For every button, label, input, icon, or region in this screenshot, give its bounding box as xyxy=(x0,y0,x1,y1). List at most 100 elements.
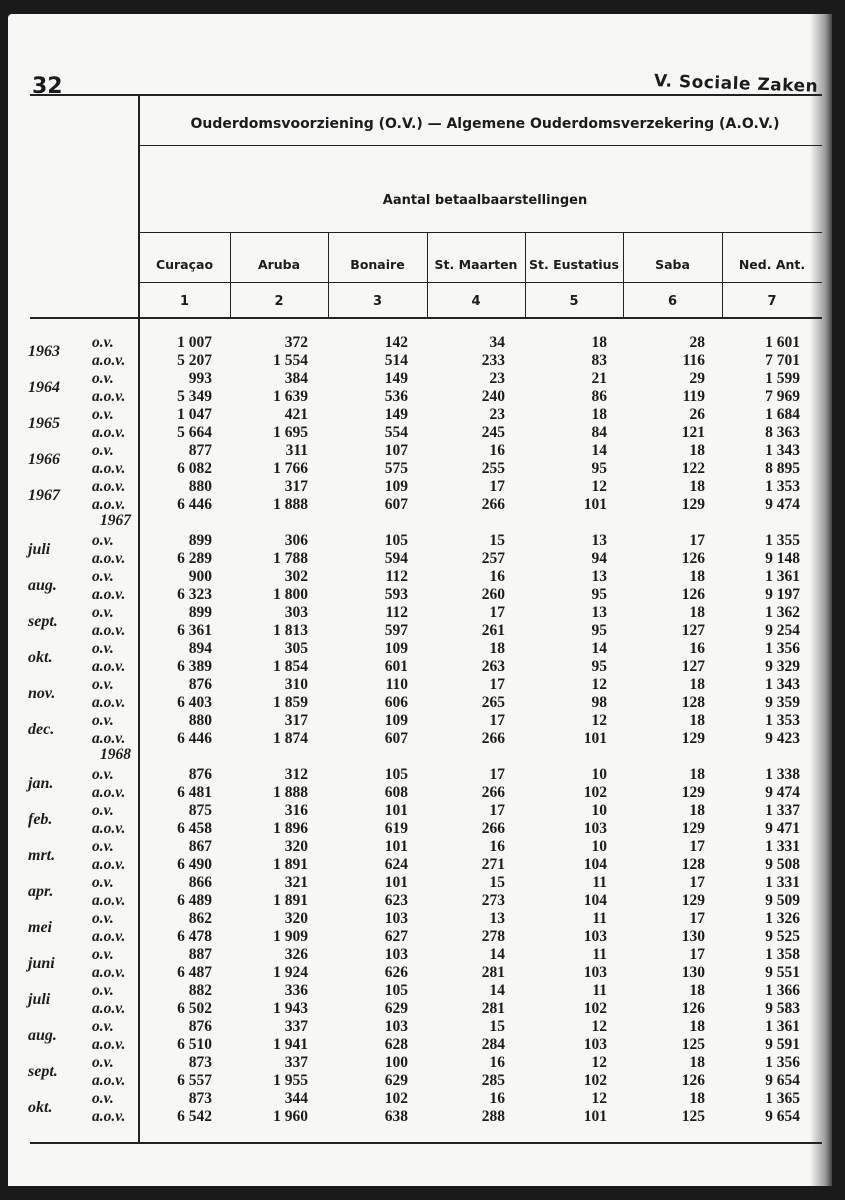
cell-value: 23 xyxy=(489,406,506,423)
cell-value: 18 xyxy=(689,712,706,729)
cell-value: 240 xyxy=(481,388,505,405)
cell-value: 10 xyxy=(591,802,608,819)
period-label: dec. xyxy=(28,721,55,738)
cell-value: 16 xyxy=(489,1054,506,1071)
cell-value: 336 xyxy=(284,982,308,999)
cell-value: 1 924 xyxy=(273,964,308,981)
cell-value: 623 xyxy=(384,892,408,909)
benefit-type: o.v. xyxy=(92,946,114,963)
cell-value: 1 888 xyxy=(273,496,308,513)
cell-value: 18 xyxy=(591,334,608,351)
cell-value: 1 554 xyxy=(273,352,308,369)
cell-value: 6 502 xyxy=(177,1000,212,1017)
cell-value: 894 xyxy=(188,640,212,657)
cell-value: 271 xyxy=(481,856,505,873)
cell-value: 278 xyxy=(481,928,505,945)
cell-value: 606 xyxy=(384,694,408,711)
cell-value: 127 xyxy=(681,622,705,639)
cell-value: 233 xyxy=(481,352,505,369)
column-divider xyxy=(722,232,723,317)
cell-value: 1 599 xyxy=(765,370,800,387)
cell-value: 6 490 xyxy=(177,856,212,873)
cell-value: 882 xyxy=(188,982,212,999)
cell-value: 384 xyxy=(284,370,308,387)
period-label: okt. xyxy=(28,1099,53,1116)
cell-value: 257 xyxy=(481,550,505,567)
period-label: apr. xyxy=(28,883,54,900)
column-divider xyxy=(623,232,624,317)
cell-value: 23 xyxy=(489,370,506,387)
cell-value: 1 007 xyxy=(177,334,212,351)
cell-value: 372 xyxy=(284,334,308,351)
cell-value: 21 xyxy=(591,370,608,387)
cell-value: 1 909 xyxy=(273,928,308,945)
cell-value: 149 xyxy=(384,406,408,423)
table-row: o.v. 1 047 421 149 23 18 26 1 684 xyxy=(8,406,832,424)
column-header: Ned. Ant. xyxy=(738,257,806,273)
table-row: o.v. 880 317 109 17 12 18 1 353 xyxy=(8,712,832,730)
cell-value: 15 xyxy=(489,874,506,891)
cell-value: 317 xyxy=(284,712,308,729)
benefit-type: a.o.v. xyxy=(92,730,126,747)
cell-value: 1 343 xyxy=(765,676,800,693)
cell-value: 1 601 xyxy=(765,334,800,351)
benefit-type: a.o.v. xyxy=(92,424,126,441)
year-heading: 1968 xyxy=(100,746,131,763)
cell-value: 17 xyxy=(689,874,706,891)
cell-value: 1 337 xyxy=(765,802,800,819)
column-number: 4 xyxy=(471,294,481,309)
cell-value: 245 xyxy=(481,424,505,441)
cell-value: 7 701 xyxy=(765,352,800,369)
benefit-type: o.v. xyxy=(92,334,114,351)
cell-value: 899 xyxy=(188,532,212,549)
cell-value: 18 xyxy=(689,982,706,999)
cell-value: 6 481 xyxy=(177,784,212,801)
cell-value: 1 353 xyxy=(765,712,800,729)
cell-value: 9 471 xyxy=(765,820,800,837)
cell-value: 305 xyxy=(284,640,308,657)
period-label: okt. xyxy=(28,649,53,666)
cell-value: 900 xyxy=(188,568,212,585)
benefit-type: a.o.v. xyxy=(92,658,126,675)
cell-value: 98 xyxy=(591,694,608,711)
cell-value: 34 xyxy=(489,334,506,351)
table-row: o.v. 876 312 105 17 10 18 1 338 xyxy=(8,766,832,784)
cell-value: 5 207 xyxy=(177,352,212,369)
benefit-type: a.o.v. xyxy=(92,1072,126,1089)
cell-value: 1 362 xyxy=(765,604,800,621)
cell-value: 536 xyxy=(384,388,408,405)
cell-value: 6 389 xyxy=(177,658,212,675)
cell-value: 18 xyxy=(689,766,706,783)
cell-value: 597 xyxy=(384,622,408,639)
cell-value: 16 xyxy=(489,568,506,585)
cell-value: 116 xyxy=(682,352,705,369)
cell-value: 1 766 xyxy=(273,460,308,477)
cell-value: 18 xyxy=(489,640,506,657)
benefit-type: o.v. xyxy=(92,874,114,891)
cell-value: 103 xyxy=(384,910,408,927)
column-divider xyxy=(230,232,231,317)
table-row: a.o.v. 5 349 1 639 536 240 86 119 7 969 xyxy=(8,388,832,406)
cell-value: 1 326 xyxy=(765,910,800,927)
table-row: a.o.v. 6 557 1 955 629 285 102 126 9 654 xyxy=(8,1072,832,1090)
table-row: a.o.v. 6 510 1 941 628 284 103 125 9 591 xyxy=(8,1036,832,1054)
column-number: 1 xyxy=(179,294,190,309)
cell-value: 266 xyxy=(481,820,505,837)
cell-value: 95 xyxy=(591,586,608,603)
document-page: 3 2 V. Sociale Zaken Ouderdomsvoorziening… xyxy=(8,14,832,1186)
period-label: mrt. xyxy=(28,847,56,864)
cell-value: 8 895 xyxy=(765,460,800,477)
cell-value: 1 960 xyxy=(273,1108,308,1125)
cell-value: 1 639 xyxy=(273,388,308,405)
cell-value: 94 xyxy=(591,550,608,567)
table-row: a.o.v. 880 317 109 17 12 18 1 353 xyxy=(8,478,832,496)
year-heading: 1967 xyxy=(100,512,131,529)
column-divider xyxy=(525,232,526,317)
cell-value: 266 xyxy=(481,784,505,801)
cell-value: 109 xyxy=(384,712,408,729)
cell-value: 105 xyxy=(384,532,408,549)
period-label: nov. xyxy=(28,685,56,702)
cell-value: 102 xyxy=(583,1072,607,1089)
column-header: St. Eustatius xyxy=(529,257,619,273)
cell-value: 1 338 xyxy=(765,766,800,783)
